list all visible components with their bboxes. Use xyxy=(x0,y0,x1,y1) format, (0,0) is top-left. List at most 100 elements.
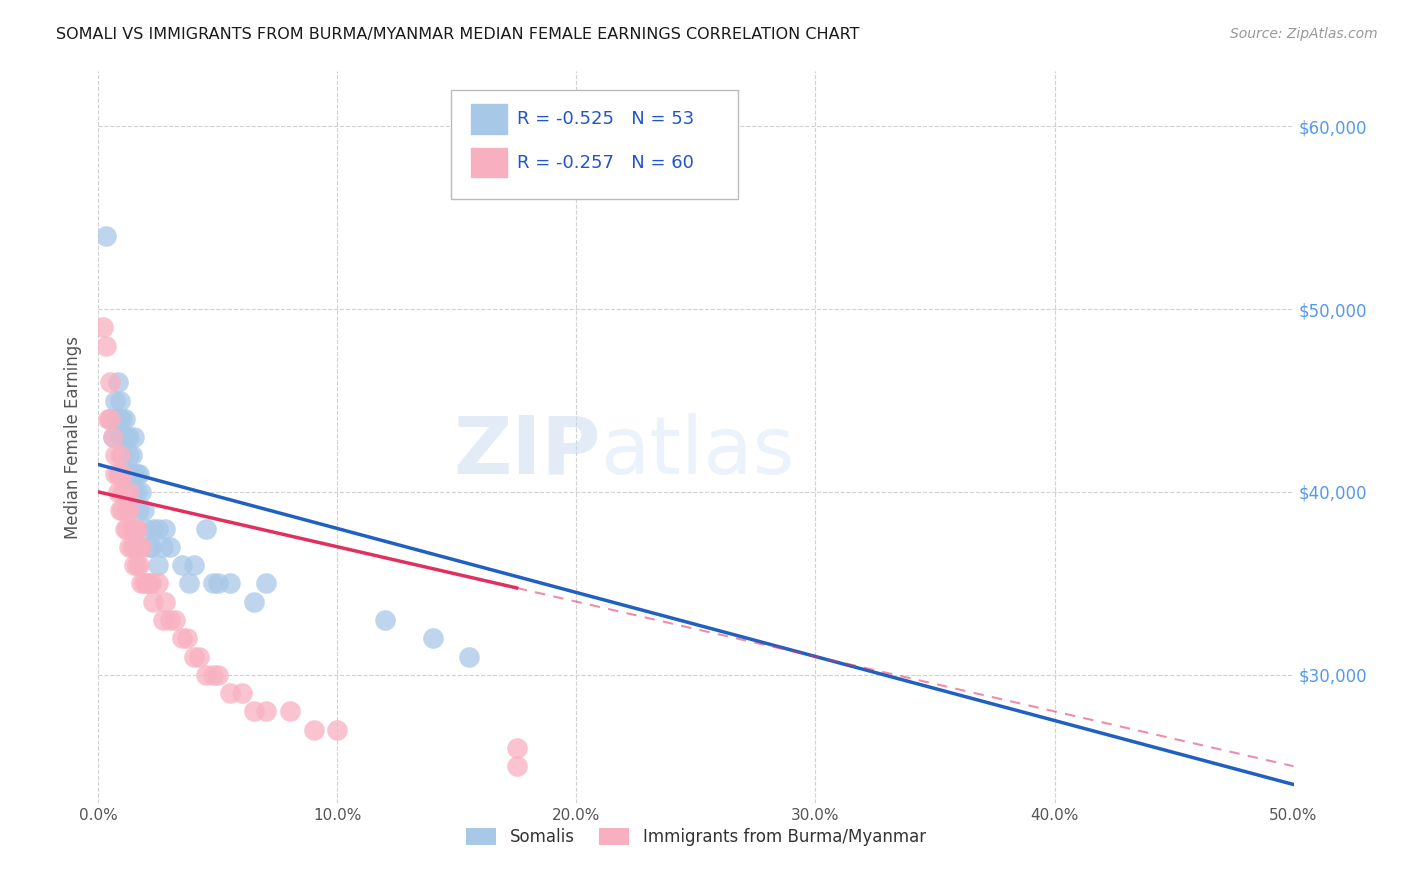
Point xyxy=(131,484,153,499)
Point xyxy=(254,576,277,591)
Point xyxy=(202,576,225,591)
Point xyxy=(124,467,146,481)
Point xyxy=(124,521,146,535)
Point xyxy=(163,613,186,627)
Point xyxy=(179,576,201,591)
Point xyxy=(142,521,165,535)
Text: atlas: atlas xyxy=(600,413,794,491)
Point xyxy=(254,704,277,718)
Point xyxy=(121,467,143,481)
Point xyxy=(132,503,155,517)
Point xyxy=(172,558,194,573)
Point xyxy=(125,484,148,499)
Point xyxy=(118,484,141,499)
Point xyxy=(302,723,325,737)
Point xyxy=(121,521,143,535)
Point xyxy=(155,594,177,608)
Point xyxy=(104,411,127,425)
Point xyxy=(101,430,124,444)
Point xyxy=(506,759,529,773)
Point xyxy=(97,411,120,425)
Point xyxy=(98,375,122,389)
Point xyxy=(183,649,205,664)
Point xyxy=(422,631,444,645)
Point xyxy=(138,540,160,554)
Point xyxy=(111,503,134,517)
Point xyxy=(278,704,301,718)
Point xyxy=(506,740,529,755)
Point xyxy=(111,484,134,499)
Point xyxy=(183,558,205,573)
Point xyxy=(115,430,138,444)
Point xyxy=(111,467,134,481)
Point xyxy=(128,503,150,517)
Point xyxy=(118,503,141,517)
Point xyxy=(114,521,136,535)
Point xyxy=(132,576,155,591)
Point xyxy=(121,540,143,554)
Point xyxy=(118,540,141,554)
Point xyxy=(114,430,136,444)
FancyBboxPatch shape xyxy=(451,90,738,200)
Point xyxy=(94,228,117,243)
Point xyxy=(135,576,157,591)
Point xyxy=(148,558,170,573)
Point xyxy=(107,467,129,481)
Point xyxy=(128,540,150,554)
Point xyxy=(125,467,148,481)
Point xyxy=(231,686,253,700)
Point xyxy=(114,484,136,499)
Point xyxy=(131,540,153,554)
Point xyxy=(148,576,170,591)
Point xyxy=(91,320,114,334)
Point xyxy=(176,631,198,645)
Point xyxy=(94,338,117,352)
Point xyxy=(124,558,146,573)
Point xyxy=(104,448,127,462)
Point xyxy=(118,448,141,462)
Legend: Somalis, Immigrants from Burma/Myanmar: Somalis, Immigrants from Burma/Myanmar xyxy=(460,822,932,853)
Point xyxy=(111,411,134,425)
Y-axis label: Median Female Earnings: Median Female Earnings xyxy=(65,335,83,539)
Point xyxy=(131,576,153,591)
Point xyxy=(107,375,129,389)
Point xyxy=(243,594,266,608)
Text: ZIP: ZIP xyxy=(453,413,600,491)
Point xyxy=(219,686,242,700)
Point xyxy=(115,467,138,481)
Point xyxy=(124,540,146,554)
Point xyxy=(374,613,396,627)
Point xyxy=(124,484,146,499)
Point xyxy=(115,503,138,517)
Point xyxy=(172,631,194,645)
Point xyxy=(118,430,141,444)
Point xyxy=(125,558,148,573)
Point xyxy=(155,521,177,535)
Point xyxy=(98,411,122,425)
Point xyxy=(207,576,229,591)
Point xyxy=(114,411,136,425)
Point xyxy=(108,448,131,462)
Point xyxy=(107,484,129,499)
Point xyxy=(121,448,143,462)
Point xyxy=(458,649,481,664)
Text: Source: ZipAtlas.com: Source: ZipAtlas.com xyxy=(1230,27,1378,41)
Point xyxy=(159,540,181,554)
Point xyxy=(108,411,131,425)
Point xyxy=(195,521,218,535)
Point xyxy=(139,540,162,554)
Point xyxy=(142,594,165,608)
Point xyxy=(207,667,229,681)
Point xyxy=(128,558,150,573)
Point xyxy=(187,649,209,664)
Point xyxy=(125,521,148,535)
Point xyxy=(111,430,134,444)
Point xyxy=(326,723,349,737)
Point xyxy=(108,467,131,481)
Point xyxy=(118,484,141,499)
Text: R = -0.525   N = 53: R = -0.525 N = 53 xyxy=(517,110,695,128)
Point xyxy=(152,540,174,554)
Point xyxy=(243,704,266,718)
Point xyxy=(108,503,131,517)
Point xyxy=(107,411,129,425)
